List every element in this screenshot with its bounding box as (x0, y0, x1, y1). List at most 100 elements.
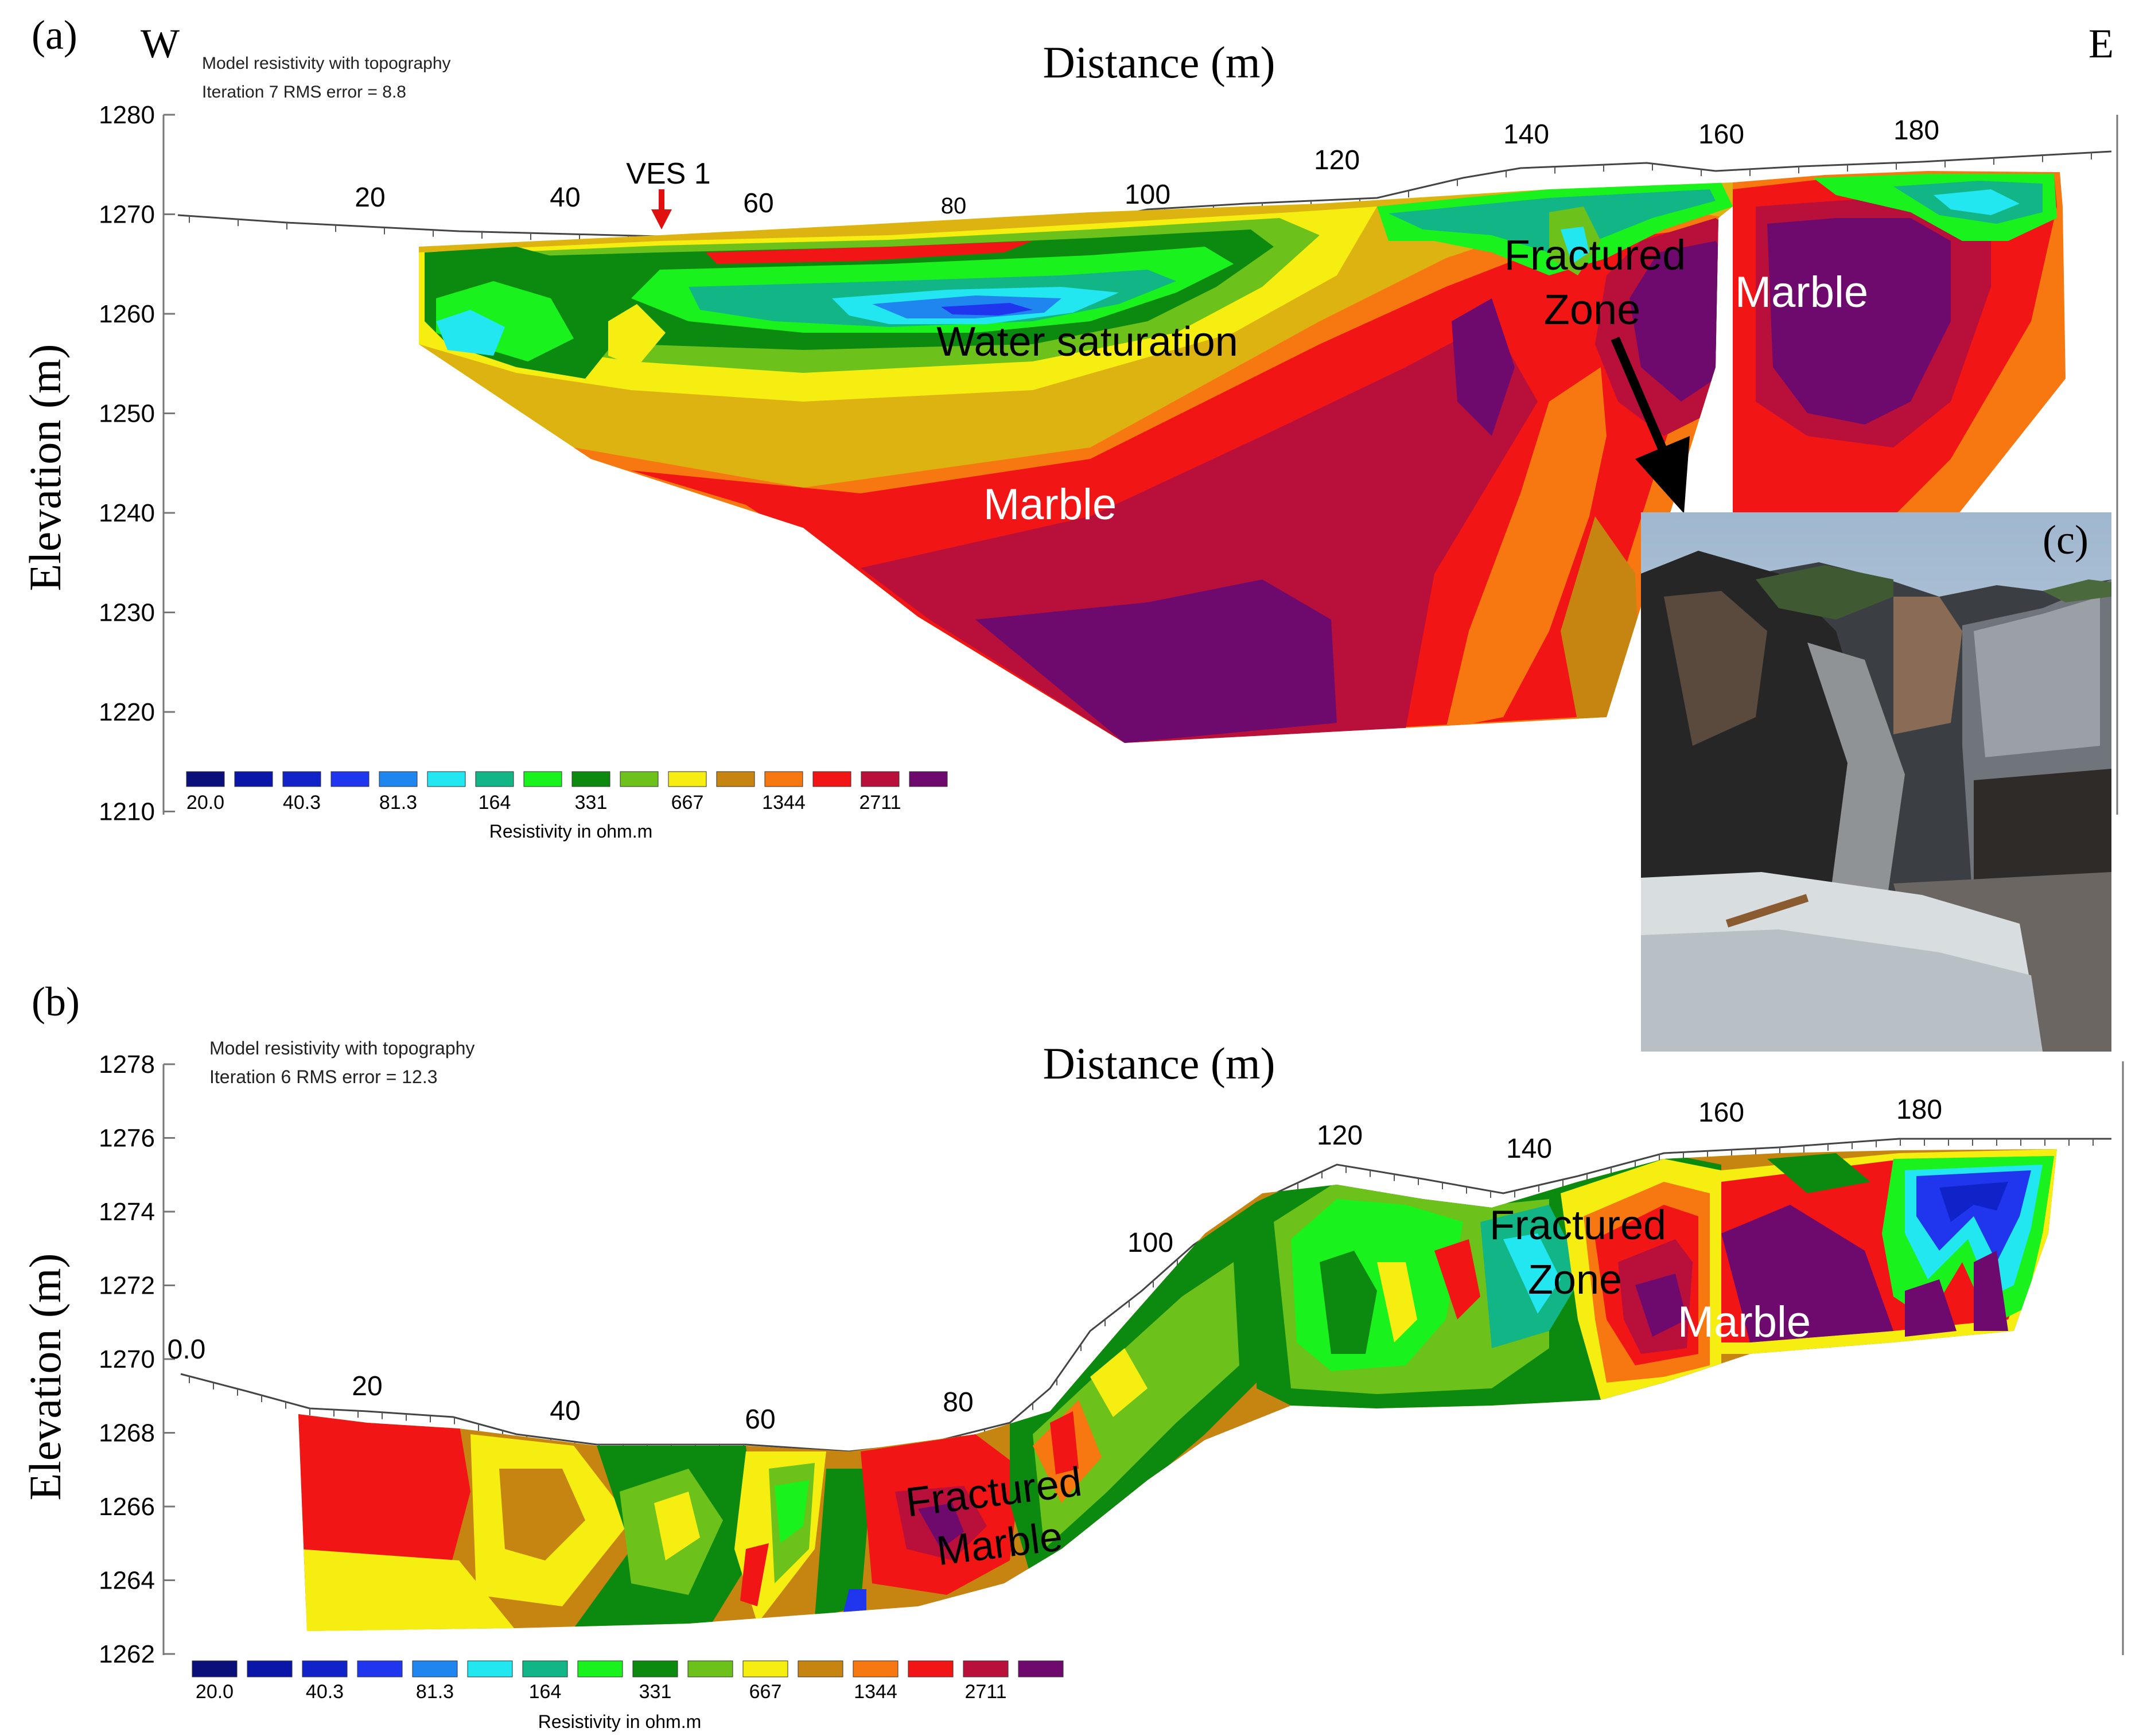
panel-a-x-tick-label: 120 (1314, 145, 1360, 176)
panel-b-legend-label: 20.0 (196, 1681, 234, 1703)
panel-b-legend-swatch (963, 1660, 1009, 1677)
panel-b-x-ticks: 0.0 20 40 60 80 100 120 140 160 180 (168, 1095, 1942, 1435)
panel-a-legend-swatch (716, 771, 755, 787)
panel-b-x-axis-title: Distance (m) (1043, 1038, 1275, 1088)
panel-a-legend-label: 40.3 (283, 792, 321, 813)
panel-b-y-tick-label: 1268 (99, 1419, 155, 1447)
panel-b-legend-swatch (798, 1660, 843, 1677)
panel-b-x-tick-label: 180 (1896, 1095, 1942, 1125)
panel-a-legend: 20.0 40.3 81.3 164 331 667 1344 2711 (186, 771, 948, 813)
panel-a-legend-swatch (861, 771, 900, 787)
panel-b-legend-title: Resistivity in ohm.m (538, 1711, 702, 1732)
panel-b-x-tick-label: 100 (1127, 1228, 1173, 1258)
panel-b-x-tick-label: 60 (745, 1404, 775, 1435)
panel-b-y-axis-title: Elevation (m) (20, 1253, 70, 1500)
panel-a-legend-label: 667 (671, 792, 704, 813)
fractured-zone-arrow (1611, 336, 1671, 461)
panel-a-y-tick-label: 1210 (99, 798, 155, 826)
panel-a-info-line2: Iteration 7 RMS error = 8.8 (202, 83, 406, 102)
panel-b-legend-swatch (302, 1660, 348, 1677)
panel-b-resistivity-section (298, 1149, 2057, 1631)
panel-b-legend-swatch (577, 1660, 623, 1677)
panel-a-legend-swatch (427, 771, 466, 787)
panel-b-info-line2: Iteration 6 RMS error = 12.3 (209, 1066, 438, 1087)
panel-b-legend-swatch (247, 1660, 293, 1677)
panel-a-legend-swatch (909, 771, 948, 787)
panel-b-x-tick-label: 80 (943, 1387, 973, 1418)
panel-a-legend-label: 81.3 (379, 792, 417, 813)
panel-a-legend-swatch (234, 771, 273, 787)
panel-a-x-ticks: 20 40 60 80 100 120 140 160 180 (355, 115, 1939, 219)
panel-b-legend-swatch (1018, 1660, 1064, 1677)
panel-a-x-tick-label: 140 (1503, 119, 1549, 150)
panel-a-resistivity-section (419, 182, 1733, 743)
panel-b-legend-swatch (632, 1660, 678, 1677)
panel-a-legend-swatch (620, 771, 659, 787)
panel-a-legend-label: 2711 (859, 792, 901, 813)
panel-a-legend-swatch (186, 771, 225, 787)
panel-a-legend-swatch (668, 771, 707, 787)
marble-label-b: Marble (1678, 1298, 1811, 1346)
panel-c-photo: (c) (1641, 512, 2111, 1052)
ves-1-label: VES 1 (626, 157, 710, 190)
panel-b-legend-swatch (522, 1660, 568, 1677)
panel-b-y-tick-label: 1270 (99, 1345, 155, 1373)
panel-a-x-tick-label: 160 (1698, 119, 1744, 150)
panel-a-legend-label: 1344 (762, 792, 806, 813)
panel-b-label: (b) (32, 979, 80, 1025)
panel-a-y-tick-label: 1260 (99, 300, 155, 328)
panel-a-legend-swatch (764, 771, 803, 787)
panel-b-legend: 20.0 40.3 81.3 164 331 667 1344 2711 (192, 1660, 1064, 1703)
panel-a-legend-swatch (812, 771, 851, 787)
panel-b-legend-swatch (687, 1660, 733, 1677)
panel-b-legend-label: 81.3 (416, 1681, 454, 1703)
panel-b-y-tick-label: 1276 (99, 1124, 155, 1153)
panel-b-x-tick-label: 0.0 (168, 1334, 206, 1365)
panel-c-label: (c) (2043, 517, 2088, 563)
panel-b-legend-swatch (853, 1660, 899, 1677)
panel-b-info-line1: Model resistivity with topography (209, 1038, 475, 1058)
panel-b-x-tick-label: 120 (1317, 1120, 1363, 1151)
marble-label-a-right: Marble (1735, 268, 1868, 317)
panel-b-legend-label: 331 (639, 1681, 672, 1703)
panel-b-legend-swatch (742, 1660, 788, 1677)
panel-b-y-ticks: 1278 1276 1274 1272 1270 1268 1266 1264 1262 (99, 1050, 175, 1668)
panel-b-legend-label: 164 (529, 1681, 562, 1703)
panel-a-y-axis-title: Elevation (m) (20, 344, 70, 591)
panel-a-x-tick-label: 60 (743, 188, 773, 219)
panel-b-legend-swatch (467, 1660, 513, 1677)
panel-b-legend-label: 1344 (854, 1681, 897, 1703)
panel-a-legend-swatch (282, 771, 321, 787)
panel-b-legend-swatch (412, 1660, 458, 1677)
east-label: E (2088, 21, 2114, 67)
panel-a-x-tick-label: 100 (1125, 180, 1170, 210)
panel-a-legend-title: Resistivity in ohm.m (489, 821, 653, 842)
zone-label-a: Zone (1544, 286, 1641, 333)
wooden-stick (1725, 894, 1809, 928)
water-saturation-label: Water saturation (936, 319, 1238, 365)
panel-a-legend-label: 20.0 (186, 792, 224, 813)
panel-a-label: (a) (32, 12, 77, 58)
ves-1-arrowhead (651, 209, 672, 229)
panel-b-legend-swatch (357, 1660, 403, 1677)
fractured-label-b: Fractured (1489, 1202, 1666, 1248)
panel-a-legend-swatch (379, 771, 418, 787)
panel-a-legend-label: 331 (575, 792, 608, 813)
panel-b-y-tick-label: 1272 (99, 1272, 155, 1300)
panel-a-x-axis-title: Distance (m) (1043, 37, 1275, 87)
panel-b-y-tick-label: 1262 (99, 1640, 155, 1668)
panel-b-x-tick-label: 140 (1506, 1134, 1552, 1164)
panel-b-x-tick-label: 40 (550, 1396, 580, 1426)
panel-a-legend-label: 164 (479, 792, 511, 813)
marble-label-a-lower: Marble (983, 480, 1117, 529)
panel-a-y-tick-label: 1280 (99, 101, 155, 129)
panel-a: (a) W E Model resistivity with topograph… (20, 12, 2118, 842)
panel-b-legend-label: 667 (749, 1681, 782, 1703)
panel-b-y-tick-label: 1278 (99, 1050, 155, 1079)
panel-a-y-tick-label: 1230 (99, 599, 155, 627)
panel-b-topography-line (180, 1138, 2111, 1453)
panel-a-legend-swatch (571, 771, 610, 787)
panel-a-right-block (1733, 171, 2066, 620)
